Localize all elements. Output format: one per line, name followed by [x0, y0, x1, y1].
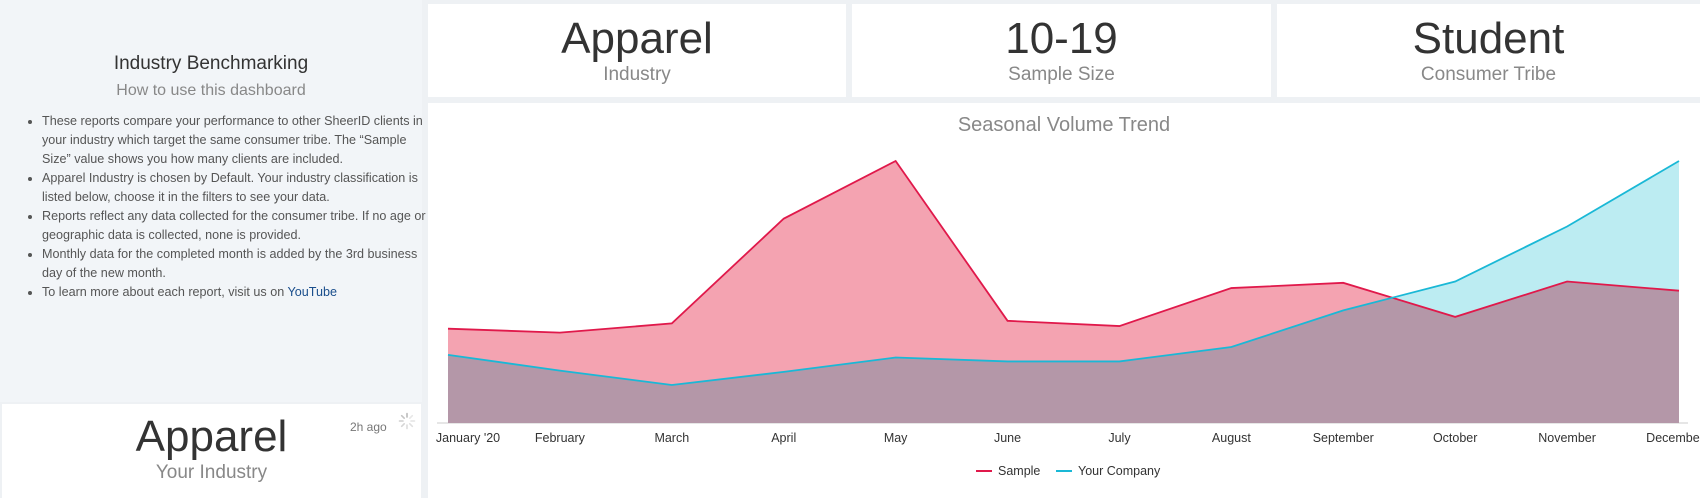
your-industry-tile: Apparel Your Industry — [2, 404, 421, 498]
series-line-sample[interactable] — [447, 159, 1680, 334]
kpi-value-consumer-tribe: Student — [1412, 14, 1565, 63]
kpi-label-industry: Industry — [603, 64, 671, 85]
intro-bullet-list: These reports compare your performance t… — [20, 112, 427, 302]
kpi-label-consumer-tribe: Consumer Tribe — [1420, 64, 1557, 85]
intro-bullet-youtube: To learn more about each report, visit u… — [42, 283, 427, 302]
x-tick-label: June — [993, 431, 1022, 445]
x-tick-label: October — [1432, 431, 1478, 445]
chart-title: Seasonal Volume Trend — [957, 114, 1171, 136]
kpi-tile-sample-size: 10-19 Sample Size — [852, 4, 1271, 97]
x-tick-label: August — [1211, 431, 1251, 445]
area-your-company — [448, 161, 1679, 423]
updated-timestamp: 2h ago — [350, 420, 387, 434]
intro-bullet: Monthly data for the completed month is … — [42, 245, 427, 283]
kpi-value-industry: Apparel — [561, 14, 713, 63]
intro-title: Industry Benchmarking — [113, 53, 309, 74]
x-tick-label: January '20 — [435, 431, 501, 445]
legend-swatch — [1056, 470, 1072, 472]
intro-bullet: Apparel Industry is chosen by Default. Y… — [42, 169, 427, 207]
x-tick-label: April — [771, 431, 797, 445]
kpi-tile-industry: Apparel Industry — [428, 4, 846, 97]
intro-subtitle: How to use this dashboard — [116, 82, 306, 99]
x-tick-label: February — [534, 431, 585, 445]
youtube-link[interactable]: YouTube — [287, 285, 337, 299]
kpi-value-sample-size: 10-19 — [1005, 14, 1118, 63]
legend-label: Your Company — [1078, 464, 1161, 478]
legend-item-your-company[interactable]: Your Company — [1056, 464, 1160, 478]
x-tick-label: December — [1646, 431, 1700, 445]
kpi-label-sample-size: Sample Size — [1008, 64, 1115, 85]
your-industry-value: Apparel — [135, 412, 288, 461]
x-tick-label: March — [654, 431, 690, 445]
intro-bullet: Reports reflect any data collected for t… — [42, 207, 427, 245]
x-tick-label: May — [883, 431, 908, 445]
intro-bullet-text: To learn more about each report, visit u… — [42, 285, 288, 299]
x-tick-label: November — [1538, 431, 1596, 445]
x-tick-label: July — [1108, 431, 1131, 445]
intro-panel: Industry Benchmarking How to use this da… — [0, 0, 426, 402]
loading-spinner-icon — [398, 412, 416, 430]
kpi-tile-consumer-tribe: Student Consumer Tribe — [1277, 4, 1700, 97]
x-tick-label: September — [1312, 431, 1374, 445]
legend-label: Sample — [998, 464, 1041, 478]
legend-swatch — [976, 470, 992, 472]
series-line-your-company[interactable] — [447, 160, 1680, 386]
legend-item-sample[interactable]: Sample — [976, 464, 1040, 478]
intro-bullet: These reports compare your performance t… — [42, 112, 427, 169]
your-industry-label: Your Industry — [155, 462, 268, 483]
